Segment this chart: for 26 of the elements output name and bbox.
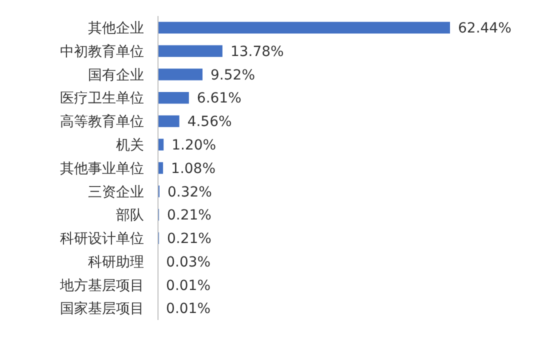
y-tick-label: 地方基层项目 [59,278,144,294]
y-tick-label: 国有企业 [88,67,144,84]
data-label: 0.03% [166,254,211,270]
y-tick-label: 科研助理 [88,254,144,270]
y-tick-label: 高等教育单位 [60,113,144,130]
data-label: 13.78% [230,44,284,60]
data-label: 4.56% [187,114,232,130]
data-label: 62.44% [458,20,512,37]
data-label: 0.01% [166,278,211,294]
y-tick-label: 中初教育单位 [60,42,144,60]
data-label: 9.52% [210,67,256,84]
data-label: 0.21% [166,208,212,224]
y-tick-label: 医疗卫生单位 [60,90,144,107]
data-label: 0.01% [166,301,211,318]
y-tick-label: 部队 [116,208,144,224]
y-tick-label: 三资企业 [88,184,144,200]
data-label: 0.32% [167,184,212,200]
y-tick-label: 科研设计单位 [60,231,144,248]
y-tick-label: 国家基层项目 [60,301,144,318]
data-label: 1.20% [172,138,216,154]
y-tick-label: 机关 [116,138,144,154]
data-label: 6.61% [196,90,242,107]
data-label: 1.08% [171,160,216,177]
data-label: 0.21% [166,231,212,248]
y-tick-label: 其他事业单位 [60,160,144,177]
y-tick-label: 其他企业 [88,20,144,37]
